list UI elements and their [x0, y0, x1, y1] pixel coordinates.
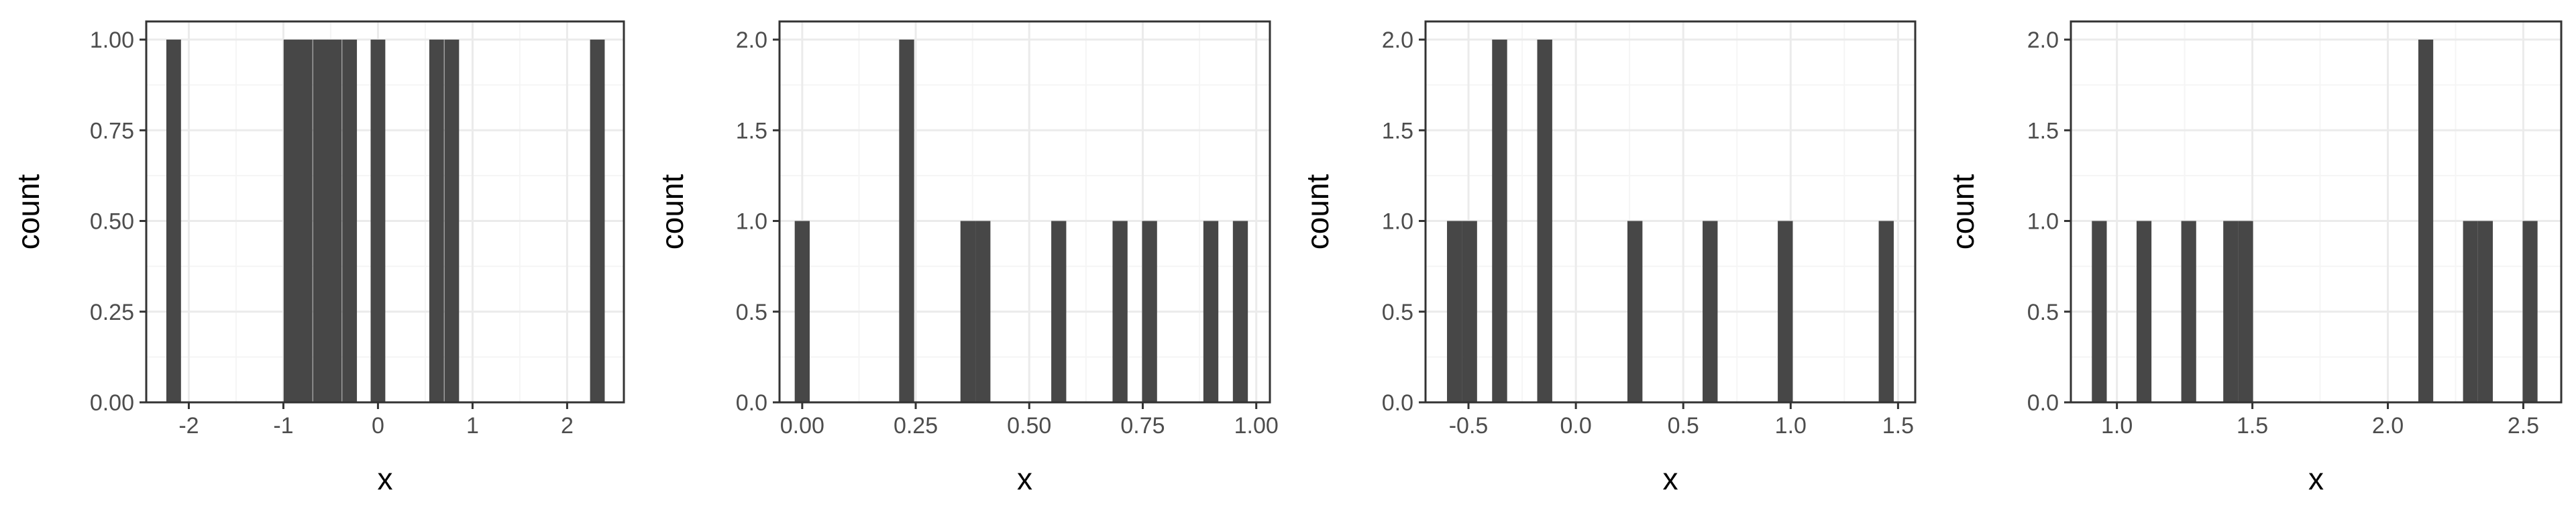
x-tick-label: 0.5	[1668, 413, 1699, 439]
histogram-bar	[1142, 221, 1157, 402]
x-tick-label: 1.0	[2101, 413, 2133, 439]
x-axis-title: x	[2308, 461, 2324, 496]
x-tick-label: 2.5	[2508, 413, 2539, 439]
x-tick-label: 0.25	[894, 413, 938, 439]
y-tick-label: 0.0	[1382, 390, 1413, 416]
histogram-bar	[283, 40, 299, 403]
histogram-panel-2: 0.00 0.25 0.50 0.75 1.00 0.0 0.5 1.0 1.5 2.0 x coun…	[655, 20, 1279, 496]
y-axis-title: count	[1945, 174, 1980, 250]
histogram-bar	[327, 40, 342, 403]
y-tick-label: 1.5	[1382, 118, 1413, 144]
histogram-bar	[2477, 221, 2493, 402]
histogram-panel-4: 1.0 1.5 2.0 2.5 0.0 0.5 1.0 1.5 2.0 x count	[1945, 20, 2563, 496]
y-tick-label: 1.5	[736, 118, 767, 144]
histogram-bar	[975, 221, 991, 402]
x-tick-label: 1	[466, 413, 479, 439]
histogram-bar	[1447, 221, 1462, 402]
x-tick-label: -1	[273, 413, 293, 439]
histogram-bar	[2136, 221, 2152, 402]
histogram-panel-3: -0.5 0.0 0.5 1.0 1.5 0.0 0.5 1.0 1.5 2.0 x count	[1300, 20, 1917, 496]
y-tick-label: 0.75	[90, 118, 134, 144]
histogram-bar	[2092, 221, 2107, 402]
x-tick-label: 0.50	[1007, 413, 1051, 439]
x-tick-label: 0.0	[1560, 413, 1591, 439]
y-tick-label: 1.5	[2027, 118, 2059, 144]
x-tick-label: 0.75	[1120, 413, 1165, 439]
x-tick-label: 2.0	[2372, 413, 2404, 439]
histogram-bar	[429, 40, 444, 403]
y-axis-title: count	[655, 174, 690, 250]
histogram-bar	[2181, 221, 2196, 402]
histogram-bar	[960, 221, 976, 402]
histogram-bar	[1462, 221, 1477, 402]
histogram-bar	[1051, 221, 1067, 402]
x-tick-label: 1.5	[1882, 413, 1914, 439]
y-tick-label: 0.00	[90, 390, 134, 416]
y-tick-label: 2.0	[1382, 27, 1413, 53]
y-tick-label: 1.0	[2027, 209, 2059, 235]
x-tick-label: 0	[372, 413, 384, 439]
x-tick-label: 1.5	[2237, 413, 2268, 439]
y-tick-label: 1.00	[90, 27, 134, 53]
histogram-bar	[1878, 221, 1894, 402]
y-tick-label: 0.5	[736, 300, 767, 325]
histogram-bar	[794, 221, 810, 402]
panel-border	[1424, 20, 1917, 404]
histogram-bar	[1627, 221, 1643, 402]
histogram-bar	[1112, 221, 1128, 402]
histogram-bar	[2522, 221, 2538, 402]
histogram-bar	[1703, 221, 1718, 402]
histogram-bar	[1537, 40, 1552, 403]
y-tick-label: 0.5	[1382, 300, 1413, 325]
y-tick-label: 2.0	[2027, 27, 2059, 53]
y-tick-label: 2.0	[736, 27, 767, 53]
y-axis-title: count	[1300, 174, 1335, 250]
histogram-bar	[2463, 221, 2478, 402]
histogram-bar	[1492, 40, 1507, 403]
histogram-bar	[166, 40, 181, 403]
histogram-bar	[2418, 40, 2434, 403]
x-axis-title: x	[1663, 461, 1678, 496]
histogram-bar	[1203, 221, 1219, 402]
panel-border	[145, 20, 625, 404]
histogram-bar	[590, 40, 605, 403]
y-axis-title: count	[11, 174, 46, 250]
histogram-bar	[2223, 221, 2239, 402]
x-axis-title: x	[378, 461, 393, 496]
panel-border	[2070, 20, 2563, 404]
histogram-bar	[1232, 221, 1248, 402]
histogram-bar	[313, 40, 328, 403]
y-tick-label: 0.25	[90, 300, 134, 325]
y-tick-label: 0.0	[736, 390, 767, 416]
histogram-bar	[297, 40, 313, 403]
y-tick-label: 1.0	[1382, 209, 1413, 235]
histogram-bar	[1778, 221, 1793, 402]
x-tick-label: 1.0	[1775, 413, 1807, 439]
y-tick-label: 0.0	[2027, 390, 2059, 416]
x-tick-label: 0.00	[780, 413, 824, 439]
histogram-bar	[342, 40, 358, 403]
y-tick-label: 1.0	[736, 209, 767, 235]
histogram-bar	[899, 40, 914, 403]
x-tick-label: -2	[178, 413, 199, 439]
x-tick-label: 1.00	[1234, 413, 1279, 439]
histogram-bar	[370, 40, 386, 403]
y-tick-label: 0.50	[90, 209, 134, 235]
panel-background	[780, 21, 1270, 402]
y-tick-label: 0.5	[2027, 300, 2059, 325]
x-axis-title: x	[1017, 461, 1032, 496]
x-tick-label: 2	[561, 413, 574, 439]
histogram-bar	[444, 40, 460, 403]
histogram-panel-1: -2 -1 0 1 2 0.00 0.25 0.50 0.75 1.00 x count	[11, 20, 625, 496]
histogram-bar	[2238, 221, 2253, 402]
x-tick-label: -0.5	[1449, 413, 1489, 439]
panel-border	[778, 20, 1271, 404]
